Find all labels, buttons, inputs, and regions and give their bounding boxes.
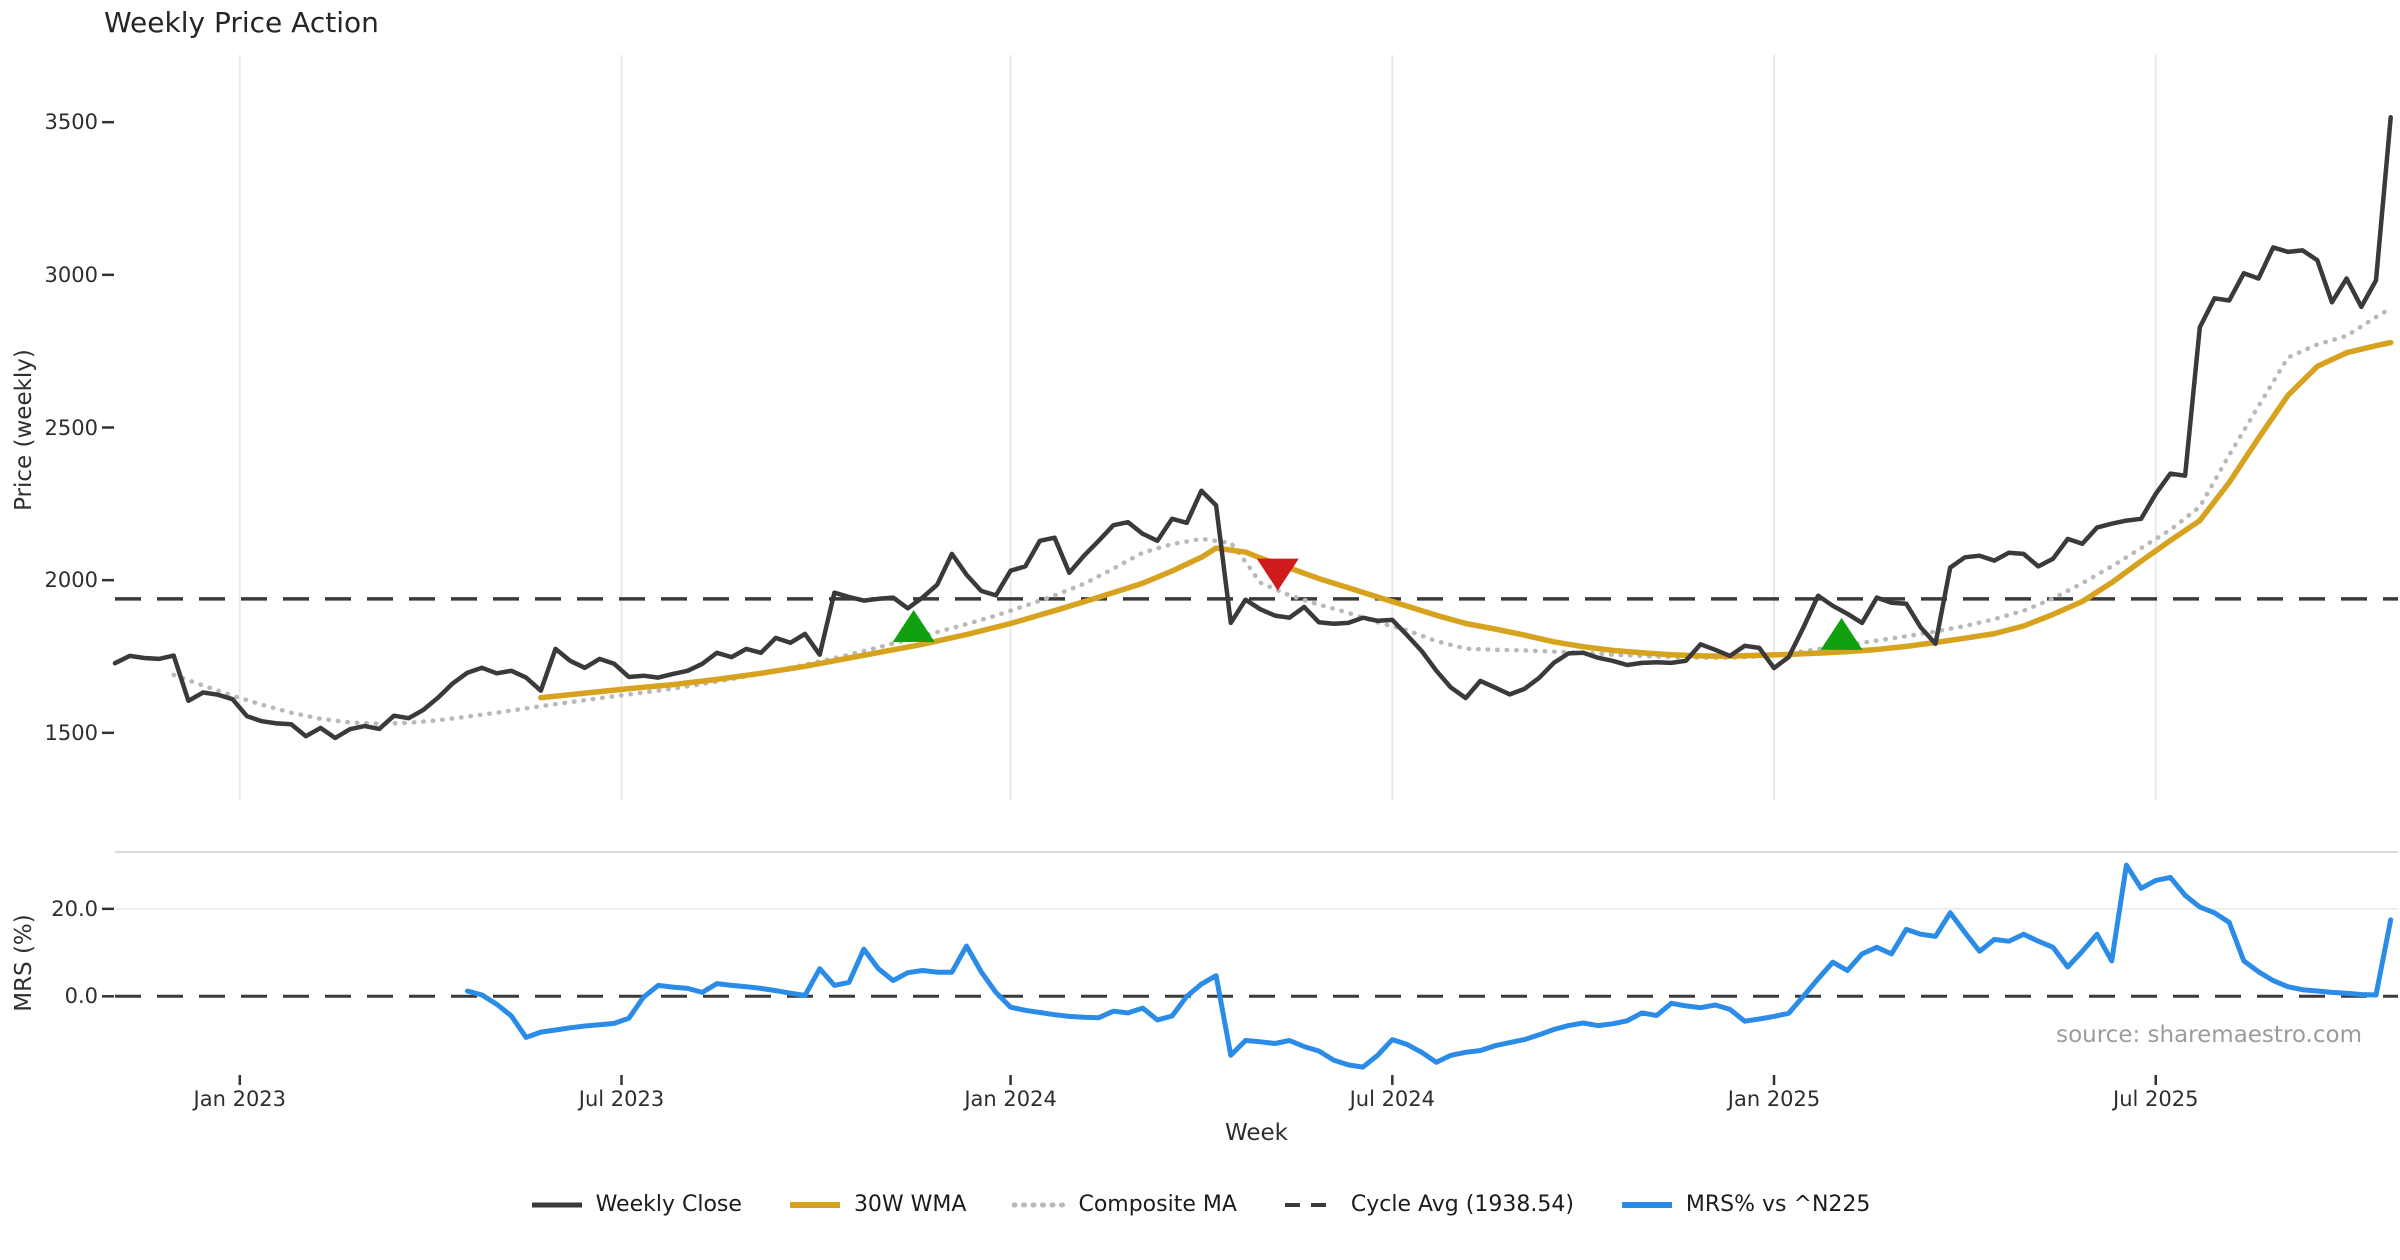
mrs-axis-label: MRS (%) [11, 914, 37, 1012]
weekly-close-line [112, 115, 2393, 741]
legend-item-mrs: MRS% vs ^N225 [1620, 1192, 1871, 1217]
legend-label: Composite MA [1078, 1192, 1237, 1217]
page-title: Weekly Price Action [104, 6, 379, 39]
buy-signal-marker [1820, 617, 1863, 650]
mrs-line-swatch [1621, 1201, 1672, 1208]
cycle-avg-line-swatch [1284, 1202, 1337, 1207]
legend-item-composite-ma: Composite MA [1012, 1192, 1237, 1217]
legend-item-30w-wma: 30W WMA [788, 1192, 967, 1217]
price-axis-label: Price (weekly) [11, 349, 37, 511]
x-axis-label: Week [1224, 1120, 1288, 1146]
wma-30w-line [538, 339, 2394, 701]
mrs-line [464, 862, 2394, 1070]
source-note: source: sharemaestro.com [2056, 1022, 2362, 1048]
legend-label: 30W WMA [853, 1192, 967, 1217]
composite-ma-line [171, 306, 2393, 726]
weekly-close-line-swatch [531, 1202, 582, 1207]
composite-ma-line-swatch [1012, 1202, 1067, 1207]
legend: Weekly Close 30W WMA Composite MA Cycle … [0, 1192, 2400, 1217]
legend-item-cycle-avg: Cycle Avg (1938.54) [1283, 1192, 1574, 1217]
legend-label: Cycle Avg (1938.54) [1350, 1192, 1574, 1217]
legend-label: MRS% vs ^N225 [1685, 1192, 1871, 1217]
buy-signal-marker [892, 609, 935, 642]
wma-line-swatch [789, 1201, 840, 1208]
sell-signal-marker [1256, 558, 1299, 591]
legend-item-weekly-close: Weekly Close [530, 1192, 742, 1217]
legend-label: Weekly Close [595, 1192, 742, 1217]
